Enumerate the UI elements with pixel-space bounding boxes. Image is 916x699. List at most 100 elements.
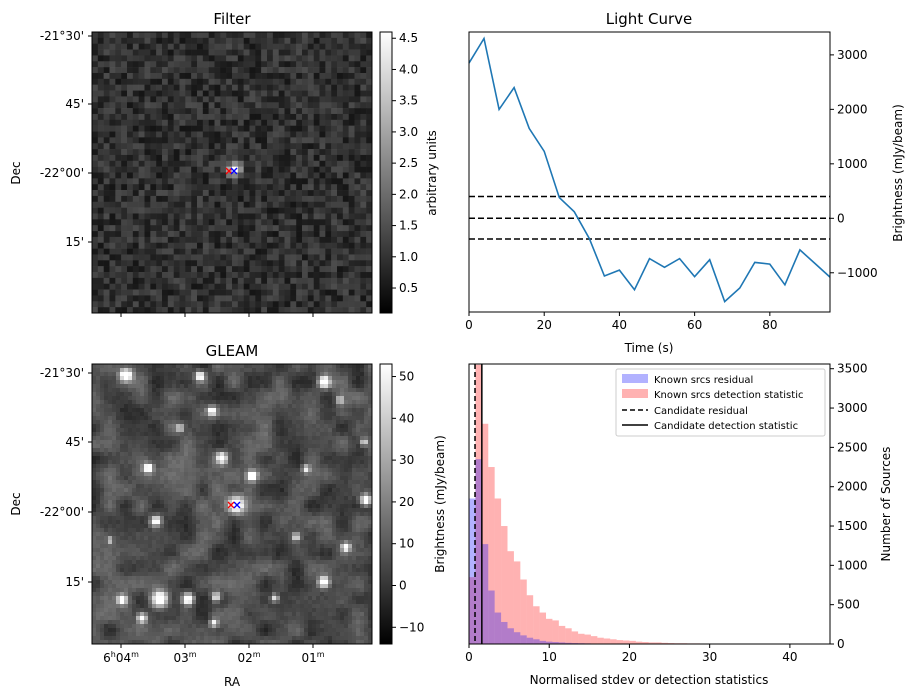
gleam-pixel [304,440,309,445]
gleam-pixel [124,384,129,389]
gleam-pixel [172,504,177,509]
gleam-pixel [268,500,273,505]
filter-pixel [354,283,361,290]
filter-pixel [150,72,157,80]
gleam-pixel [192,412,197,417]
gleam-pixel [160,368,165,373]
gleam-pixel [172,472,177,477]
gleam-pixel [264,396,269,401]
filter-pixel [202,301,209,308]
filter-pixel [243,201,250,208]
gleam-pixel [272,480,277,485]
gleam-pixel [160,484,165,489]
filter-pixel [150,84,157,91]
gleam-pixel [208,508,213,513]
gleam-pixel [92,472,97,477]
gleam-pixel [236,404,241,409]
filter-pixel [226,231,233,238]
gleam-pixel [224,420,229,425]
gleam-pixel [336,448,341,453]
gleam-pixel [120,456,125,461]
gleam-pixel [180,480,185,485]
gleam-pixel [332,376,337,381]
filter-pixel [290,219,297,226]
filter-pixel [156,266,163,273]
gleam-pixel [112,464,117,469]
filter-pixel [179,137,186,144]
filter-pixel [97,184,104,191]
filter-pixel [97,242,104,249]
gleam-pixel [192,500,197,505]
filter-pixel [226,131,233,138]
filter-pixel [162,143,169,150]
gleam-pixel [160,420,165,425]
gleam-pixel [132,476,137,481]
gleam-pixel [124,512,129,517]
filter-pixel [173,108,180,115]
gleam-pixel [312,504,317,509]
filter-pixel [302,131,309,138]
filter-pixel [319,49,326,56]
filter-pixel [331,49,338,56]
gleam-pixel [256,428,261,433]
gleam-pixel [348,464,353,469]
gleam-pixel [260,456,265,461]
gleam-pixel [172,448,177,453]
filter-pixel [144,225,151,232]
gleam-pixel [196,484,201,489]
gleam-pixel [116,364,121,369]
gleam-pixel [236,488,241,493]
filter-pixel [115,236,122,244]
filter-pixel [278,242,285,249]
gleam-pixel [304,428,309,433]
filter-pixel [202,160,209,167]
gleam-pixel [204,476,209,481]
filter-pixel [214,213,221,220]
gleam-pixel [116,480,121,485]
gleam-pixel [364,468,369,473]
filter-pixel [237,137,244,144]
gleam-pixel [140,424,145,429]
gleam-pixel [124,424,129,429]
filter-pixel [232,190,239,197]
gleam-pixel [172,376,177,381]
filter-pixel [342,231,349,238]
gleam-pixel [212,440,217,445]
gleam-pixel [360,424,365,429]
filter-pixel [220,149,227,156]
filter-pixel [132,231,139,238]
filter-pixel [191,43,198,50]
gleam-pixel [268,428,273,433]
gleam-pixel [360,456,365,461]
filter-pixel [132,277,139,285]
gleam-pixel [316,484,321,489]
filter-pixel [354,242,361,249]
filter-pixel [232,178,239,185]
filter-pixel [313,301,320,308]
gleam-pixel [240,508,245,513]
gleam-pixel [160,444,165,449]
gleam-pixel [148,472,153,477]
gleam-pixel [328,376,333,381]
gleam-pixel [132,420,137,425]
gleam-pixel [204,452,209,457]
gleam-pixel [204,484,209,489]
filter-pixel [319,160,326,167]
filter-pixel [220,301,227,308]
filter-pixel [331,61,338,68]
filter-pixel [319,219,326,226]
filter-pixel [121,55,128,62]
filter-pixel [249,242,256,249]
gleam-pixel [288,372,293,377]
gleam-pixel [348,400,353,405]
filter-colorbar [379,31,393,314]
gleam-pixel [140,376,145,381]
filter-pixel [162,213,169,220]
gleam-pixel [92,412,97,417]
gleam-pixel [348,440,353,445]
filter-pixel [307,190,314,197]
gleam-pixel [108,412,113,417]
filter-pixel [226,119,233,126]
gleam-pixel [212,400,217,405]
filter-pixel [191,32,198,39]
